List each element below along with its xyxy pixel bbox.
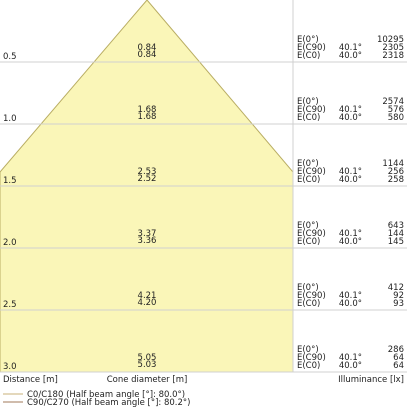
e-label: E(0°) (297, 159, 319, 169)
e-label: E(C90) (297, 291, 326, 301)
angle: 40.0° (339, 113, 362, 123)
angle: 40.0° (339, 299, 362, 309)
angle: 40.0° (339, 237, 362, 247)
distance: 1.5 (3, 176, 17, 186)
e-value: 1144 (382, 159, 404, 169)
e-label: E(C90) (297, 105, 326, 115)
distance: 0.5 (3, 52, 17, 62)
e-value: 92 (393, 291, 404, 301)
angle: 40.1° (339, 43, 362, 53)
e-value: 576 (388, 105, 404, 115)
angle: 40.0° (339, 51, 362, 61)
diameter: 5.05 (138, 353, 157, 363)
angle: 40.1° (339, 229, 362, 239)
legend-label: C90/C270 (Half beam angle [°]: 80.2°) (27, 398, 191, 407)
e-value: 144 (388, 229, 404, 239)
e-value: 643 (388, 221, 404, 231)
e-label: E(C90) (297, 353, 326, 363)
diameter: 1.68 (138, 112, 157, 122)
diameter: 1.68 (138, 105, 157, 115)
e-label: E(C0) (297, 299, 320, 309)
diameter: 4.21 (138, 291, 157, 301)
distance: 2.0 (3, 238, 17, 248)
angle: 40.0° (339, 361, 362, 371)
e-value: 412 (388, 283, 404, 293)
e-label: E(0°) (297, 221, 319, 231)
e-value: 580 (388, 113, 404, 123)
angle: 40.0° (339, 175, 362, 185)
diameter: 0.84 (138, 43, 157, 53)
diameter: 4.20 (138, 298, 157, 308)
e-label: E(C90) (297, 167, 326, 177)
e-value: 256 (388, 167, 404, 177)
distance-header: Distance [m] (3, 375, 58, 385)
e-value: 64 (393, 361, 404, 371)
e-label: E(0°) (297, 283, 319, 293)
e-value: 2318 (382, 51, 404, 61)
e-label: E(C0) (297, 361, 320, 371)
e-value: 2305 (382, 43, 404, 53)
e-value: 10295 (377, 35, 404, 45)
diameter: 3.37 (138, 229, 157, 239)
angle: 40.1° (339, 167, 362, 177)
angle: 40.1° (339, 105, 362, 115)
e-label: E(C0) (297, 113, 320, 123)
e-value: 64 (393, 353, 404, 363)
e-value: 286 (388, 345, 404, 355)
e-label: E(C0) (297, 51, 320, 61)
distance: 2.5 (3, 300, 17, 310)
diameter: 0.84 (138, 50, 157, 60)
diameter: 2.52 (138, 174, 157, 184)
e-value: 258 (388, 175, 404, 185)
e-value: 145 (388, 237, 404, 247)
distance: 1.0 (3, 114, 17, 124)
e-value: 93 (393, 299, 404, 309)
e-label: E(C90) (297, 229, 326, 239)
diameter-header: Cone diameter [m] (107, 375, 188, 385)
angle: 40.1° (339, 291, 362, 301)
e-label: E(0°) (297, 35, 319, 45)
angle: 40.1° (339, 353, 362, 363)
legend-label: C0/C180 (Half beam angle [°]: 80.0°) (27, 390, 185, 400)
diameter: 5.03 (138, 360, 157, 370)
e-label: E(C90) (297, 43, 326, 53)
e-label: E(C0) (297, 237, 320, 247)
e-label: E(0°) (297, 97, 319, 107)
diameter: 2.53 (138, 167, 157, 177)
e-label: E(C0) (297, 175, 320, 185)
distance: 3.0 (3, 362, 17, 372)
e-label: E(0°) (297, 345, 319, 355)
diameter: 3.36 (138, 236, 157, 246)
e-value: 2574 (382, 97, 404, 107)
illuminance-header: Illuminance [lx] (338, 375, 404, 385)
